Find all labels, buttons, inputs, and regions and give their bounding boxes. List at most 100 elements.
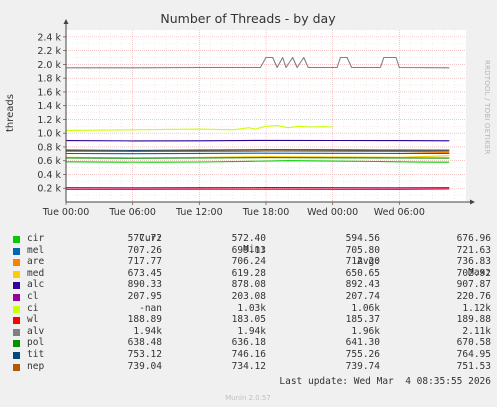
legend-max-value: 670.58 [456, 337, 491, 349]
legend-avg-value: 207.74 [345, 290, 380, 302]
y-tick-label: 1.0 k [37, 129, 61, 140]
legend-cur-value: 207.95 [127, 290, 162, 302]
legend-min-value: 203.08 [231, 290, 266, 302]
legend-max-value: 2.11k [462, 325, 491, 337]
x-tick-label: Tue 00:00 [42, 207, 90, 218]
legend-swatch [13, 236, 20, 243]
series-line-cir [65, 160, 450, 163]
legend-row: tit 753.12 746.16 755.26 764.95 [10, 349, 492, 361]
y-tick-label: 1.2 k [37, 115, 61, 126]
legend-max-value: 220.76 [456, 290, 491, 302]
y-tick-label: 2.4 k [37, 32, 61, 43]
legend-row: nep 739.04 734.12 739.74 751.53 [10, 361, 492, 373]
legend-avg-value: 1.06k [351, 302, 380, 314]
y-tick-label: 2.0 k [37, 60, 61, 71]
legend-avg-value: 755.26 [345, 348, 380, 360]
legend-min-value: 636.18 [231, 337, 266, 349]
legend-swatch [13, 305, 20, 313]
legend-avg-value: 1.96k [351, 325, 380, 337]
legend-table: Cur: Min: Avg: Max: cir 577.72 572.40 594.5… [10, 221, 492, 387]
legend-row: cl 207.95 203.08 207.74 220.76 [10, 291, 492, 303]
legend-cur-value: 717.77 [127, 256, 162, 268]
legend-series-name: nep [27, 360, 45, 372]
legend-avg-value: 594.56 [345, 233, 380, 244]
y-tick-label: 2.2 k [37, 46, 61, 57]
legend-cur-value: 673.45 [127, 267, 162, 279]
legend-series-name: pol [27, 337, 45, 349]
legend-rows: cir 577.72 572.40 594.56 676.96 mel 707.26 699.… [10, 233, 492, 372]
legend-series-name: mel [27, 244, 45, 256]
legend-series-name: alv [27, 325, 45, 337]
legend-min-value: 706.24 [231, 256, 266, 268]
legend-row: med 673.45 619.28 650.65 702.92 [10, 268, 492, 280]
legend-row: alv 1.94k 1.94k 1.96k 2.11k [10, 326, 492, 338]
y-tick-label: 0.8 k [37, 142, 61, 153]
legend-swatch [13, 259, 20, 267]
legend-cur-value: -nan [139, 302, 162, 314]
x-tick-label: Wed 00:00 [307, 207, 358, 218]
legend-avg-value: 712.20 [345, 256, 380, 268]
legend-min-value: 1.94k [237, 325, 266, 337]
y-axis-label: threads [5, 94, 16, 132]
series-line-mel [65, 152, 450, 155]
legend-swatch [13, 351, 20, 359]
legend-max-value: 736.83 [456, 256, 491, 268]
y-axis-arrow [63, 19, 69, 24]
y-tick-label: 0.6 k [37, 156, 61, 167]
munin-version: Munin 2.0.57 [225, 394, 271, 402]
legend-swatch [13, 247, 20, 255]
legend-min-value: 746.16 [231, 348, 266, 360]
series-line-pol [65, 157, 450, 159]
legend-avg-value: 705.80 [345, 244, 380, 256]
series-line-alc [65, 139, 450, 142]
legend-min-value: 619.28 [231, 267, 266, 279]
y-tick-label: 1.6 k [37, 87, 61, 98]
legend-swatch [13, 293, 20, 301]
legend-row: are 717.77 706.24 712.20 736.83 [10, 256, 492, 268]
legend-max-value: 702.92 [456, 267, 491, 279]
legend-header: Cur: Min: Avg: Max: [10, 221, 492, 279]
legend-series-name: alc [27, 279, 45, 291]
legend-max-value: 1.12k [462, 302, 491, 314]
legend-avg-value: 892.43 [345, 279, 380, 291]
x-tick-label: Tue 12:00 [175, 207, 223, 218]
legend-series-name: are [27, 256, 45, 268]
legend-series-name: med [27, 267, 45, 279]
legend-header-cur: Cur: [139, 232, 162, 244]
legend-series-name: wl [27, 314, 39, 326]
legend-swatch [13, 270, 20, 278]
legend-min-value: 183.05 [231, 314, 266, 326]
legend-min-value: 699.13 [231, 244, 266, 256]
legend-max-value: 721.63 [456, 244, 491, 256]
legend-row: mel 707.26 699.13 705.80 721.63 [10, 245, 492, 257]
legend-cur-value: 890.33 [127, 279, 162, 291]
legend-cur-value: 577.72 [127, 233, 162, 244]
legend-row: wl 188.89 183.05 185.37 189.88 [10, 314, 492, 326]
legend-swatch [13, 363, 20, 371]
legend-cur-value: 739.04 [127, 360, 162, 372]
legend-row: alc 890.33 878.08 892.43 907.87 [10, 279, 492, 291]
x-tick-label: Wed 06:00 [374, 207, 425, 218]
legend-min-value: 1.03k [237, 302, 266, 314]
x-tick-label: Tue 18:00 [242, 207, 290, 218]
legend-avg-value: 739.74 [345, 360, 380, 372]
legend-max-value: 676.96 [456, 233, 491, 244]
legend-series-name: tit [27, 348, 45, 360]
series-layer [65, 56, 450, 190]
legend-min-value: 878.08 [231, 279, 266, 291]
chart-title: Number of Threads - by day [160, 11, 336, 26]
legend-swatch [13, 340, 20, 348]
legend-min-value: 734.12 [231, 360, 266, 372]
legend-series-name: cir [27, 233, 45, 244]
legend-max-value: 907.87 [456, 279, 491, 291]
legend-avg-value: 650.65 [345, 267, 380, 279]
legend-cur-value: 638.48 [127, 337, 162, 349]
legend-header-max: Max: [468, 267, 491, 279]
legend-header-avg: Avg: [357, 255, 380, 267]
series-line-ci [65, 125, 333, 131]
x-tick-label: Tue 06:00 [108, 207, 156, 218]
legend-avg-value: 185.37 [345, 314, 380, 326]
legend-max-value: 189.88 [456, 314, 491, 326]
legend-row: ci -nan 1.03k 1.06k 1.12k [10, 303, 492, 315]
